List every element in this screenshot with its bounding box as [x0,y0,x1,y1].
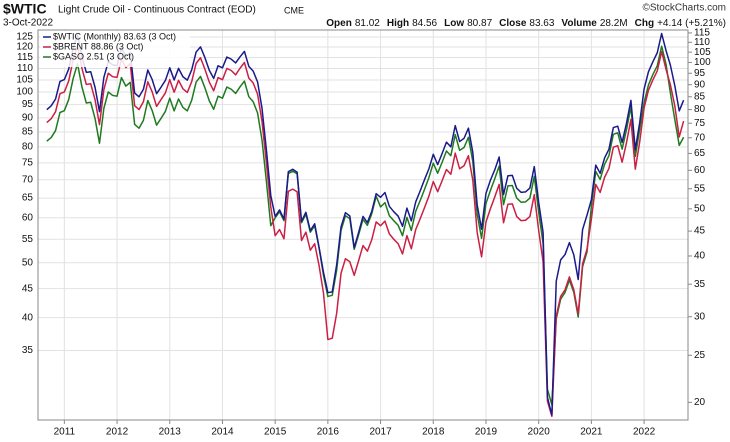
y2-tick-label: 90 [694,79,706,90]
y-tick-label: 120 [16,42,33,53]
y2-tick-label: 65 [694,148,706,159]
quote-value: 83.63 [529,18,554,29]
quote-value: +4.14 (+5.21%) [657,18,726,29]
y2-tick-label: 40 [694,251,706,262]
quote-value: 84.56 [412,18,437,29]
legend-label: $BRENT 88.86 (3 Oct) [53,41,143,51]
y-tick-label: 110 [17,63,33,74]
y-tick-label: 55 [22,234,34,245]
y-tick-label: 115 [17,52,33,63]
y-tick-label: 45 [22,283,34,294]
x-tick-label: 2011 [54,427,76,438]
quote-label: Low [444,18,464,29]
y2-tick-label: 80 [694,104,706,115]
x-tick-label: 2013 [159,427,182,438]
x-tick-label: 2016 [317,427,340,438]
x-tick-label: 2012 [106,427,129,438]
x-tick-label: 2022 [633,427,656,438]
y2-tick-label: 50 [694,203,706,214]
date: 3-Oct-2022 [3,18,53,29]
x-tick-label: 2014 [211,427,234,438]
y-tick-label: 95 [22,99,34,110]
y2-tick-label: 55 [694,183,706,194]
y2-tick-label: 110 [694,37,710,48]
quote-value: 80.87 [467,18,492,29]
y-tick-label: 105 [16,75,33,86]
y2-tick-label: 75 [694,118,706,129]
y2-tick-label: 95 [694,68,706,79]
y2-tick-label: 85 [694,91,706,102]
series-line [46,44,685,418]
y-tick-label: 65 [22,193,34,204]
credit: ©StockCharts.com [642,3,726,14]
legend-label: $GASO 2.51 (3 Oct) [53,51,134,61]
chart-subtitle: Light Crude Oil - Continuous Contract (E… [58,5,256,16]
legend-box [40,31,190,67]
y2-tick-label: 35 [694,279,706,290]
y2-tick-label: 30 [694,311,706,322]
quote-label: High [387,18,409,29]
exchange: CME [284,5,304,15]
y2-tick-label: 25 [694,350,706,361]
y-tick-label: 40 [22,312,34,323]
legend: $WTIC (Monthly) 83.63 (3 Oct)$BRENT 88.8… [40,31,190,67]
x-tick-label: 2017 [369,427,392,438]
y2-tick-label: 105 [694,47,711,58]
quote-value: 28.2M [600,18,628,29]
y2-tick-label: 60 [694,165,706,176]
x-tick-label: 2019 [475,427,498,438]
x-tick-label: 2015 [264,427,287,438]
chart-title: $WTIC [3,1,47,17]
y2-tick-label: 20 [694,397,706,408]
y2-tick-label: 115 [694,28,710,39]
y-tick-label: 35 [22,345,34,356]
quote: Open 81.02 High 84.56 Low 80.87 Close 83.63 Volu… [326,18,726,29]
quote-label: Volume [561,18,597,29]
quote-label: Close [499,18,527,29]
y2-tick-label: 100 [694,57,711,68]
y2-tick-label: 70 [694,132,706,143]
x-tick-label: 2018 [422,427,445,438]
y-tick-label: 75 [22,157,34,168]
y-tick-label: 50 [22,257,34,268]
x-tick-label: 2021 [580,427,603,438]
quote-label: Chg [635,18,654,29]
x-tick-label: 2020 [528,427,551,438]
plot-frame [37,29,689,421]
quote-label: Open [326,18,352,29]
y-tick-label: 70 [22,174,34,185]
legend-label: $WTIC (Monthly) 83.63 (3 Oct) [53,31,176,41]
series-line [46,32,685,416]
y-tick-label: 100 [16,87,33,98]
y-tick-label: 80 [22,142,34,153]
quote-value: 81.02 [355,18,380,29]
y-tick-label: 90 [22,113,34,124]
y2-tick-label: 45 [694,226,706,237]
y-tick-label: 125 [16,32,33,43]
y-tick-label: 85 [22,127,34,138]
y-tick-label: 60 [22,212,34,223]
